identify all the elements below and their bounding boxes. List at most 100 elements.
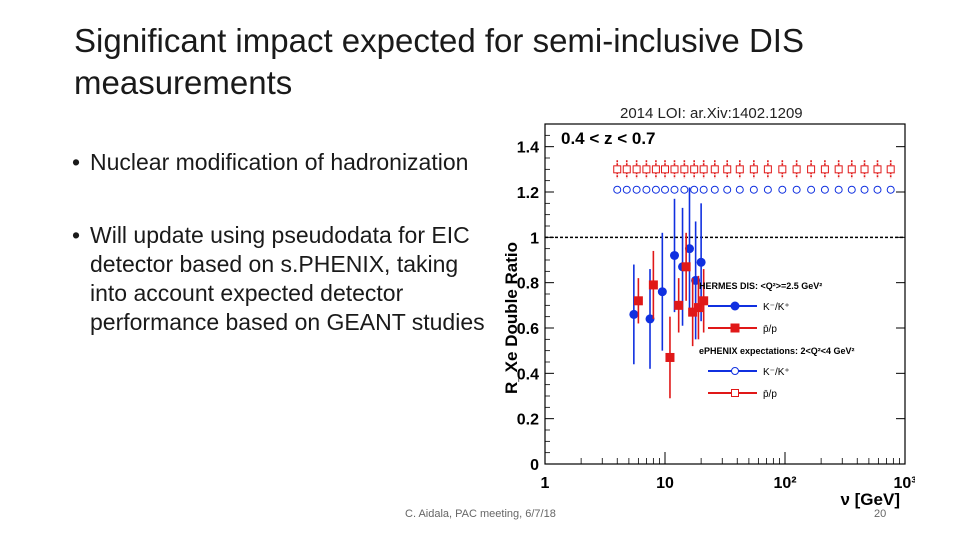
data-point bbox=[670, 185, 679, 194]
y-tick-label: 0.4 bbox=[517, 366, 539, 383]
y-tick-label: 1.2 bbox=[517, 185, 539, 202]
data-point bbox=[792, 165, 801, 174]
data-point bbox=[674, 300, 684, 310]
data-point bbox=[613, 165, 622, 174]
data-point bbox=[696, 257, 706, 267]
data-point bbox=[651, 185, 660, 194]
data-point bbox=[807, 165, 816, 174]
data-point bbox=[710, 165, 719, 174]
series-group bbox=[613, 160, 895, 179]
data-point bbox=[699, 185, 708, 194]
data-point bbox=[820, 185, 829, 194]
data-point bbox=[629, 309, 639, 319]
data-point bbox=[778, 165, 787, 174]
data-point bbox=[670, 250, 680, 260]
data-point bbox=[778, 185, 787, 194]
data-point bbox=[763, 165, 772, 174]
data-point bbox=[622, 165, 631, 174]
data-point bbox=[723, 165, 732, 174]
data-point bbox=[665, 352, 675, 362]
data-point bbox=[648, 280, 658, 290]
bullet-text: Will update using pseudodata for EIC det… bbox=[90, 222, 485, 335]
chart-legend: HERMES DIS: <Q²>=2.5 GeV² K⁻/K⁺ p̄/p ePH… bbox=[699, 281, 855, 400]
x-axis-label: ν [GeV] bbox=[840, 490, 900, 509]
data-point bbox=[670, 165, 679, 174]
data-point bbox=[613, 185, 622, 194]
legend-label: p̄/p bbox=[763, 324, 777, 335]
data-point bbox=[710, 185, 719, 194]
bullet-text: Nuclear modification of hadronization bbox=[90, 149, 469, 175]
data-point bbox=[690, 185, 699, 194]
data-point bbox=[651, 165, 660, 174]
data-point bbox=[847, 165, 856, 174]
y-tick-label: 0.2 bbox=[517, 412, 539, 429]
legend-kaon-proj-marker bbox=[731, 367, 739, 375]
plot-axes: 0 0.2 0.4 0.6 0.8 1 1.2 1.4 1 10 10² 10³ bbox=[517, 123, 915, 492]
data-point bbox=[633, 296, 643, 306]
data-point bbox=[860, 185, 869, 194]
series-group bbox=[629, 187, 706, 369]
x-tick-label: 10² bbox=[773, 475, 796, 492]
footer-text: C. Aidala, PAC meeting, 6/7/18 bbox=[405, 508, 556, 520]
legend-label: p̄/p bbox=[763, 389, 777, 400]
legend-label: K⁻/K⁺ bbox=[763, 367, 790, 378]
plot-frame bbox=[544, 123, 906, 465]
double-ratio-chart: 0 0.2 0.4 0.6 0.8 1 1.2 1.4 1 10 10² 10³ 0.4 < z < … bbox=[502, 123, 915, 509]
legend-header-hermes: HERMES DIS: <Q²>=2.5 GeV² bbox=[699, 281, 822, 291]
data-point bbox=[690, 165, 699, 174]
data-point bbox=[723, 185, 732, 194]
data-point bbox=[645, 314, 655, 324]
data-point bbox=[834, 185, 843, 194]
data-point bbox=[693, 303, 703, 313]
data-point bbox=[749, 185, 758, 194]
data-point bbox=[632, 165, 641, 174]
data-point bbox=[661, 185, 669, 194]
data-point bbox=[681, 262, 691, 272]
data-point bbox=[820, 165, 829, 174]
series-group bbox=[613, 185, 895, 194]
data-point bbox=[873, 165, 882, 174]
data-point bbox=[763, 185, 772, 194]
data-point bbox=[749, 165, 758, 174]
data-point bbox=[642, 185, 651, 194]
legend-proton-proj-marker bbox=[731, 389, 739, 397]
data-point bbox=[735, 185, 744, 194]
bullet-dot-icon: • bbox=[72, 222, 81, 248]
data-point bbox=[886, 165, 895, 174]
data-point bbox=[680, 165, 689, 174]
legend-label: K⁻/K⁺ bbox=[763, 302, 790, 313]
bullet-list: • Nuclear modification of hadronization … bbox=[72, 148, 492, 337]
bullet-dot-icon: • bbox=[72, 149, 81, 175]
y-tick-label: 0 bbox=[530, 457, 539, 474]
data-point bbox=[860, 165, 869, 174]
data-point bbox=[886, 185, 895, 194]
bullet-item: • Nuclear modification of hadronization bbox=[72, 148, 492, 177]
data-point bbox=[807, 185, 816, 194]
legend-proton-marker bbox=[730, 323, 740, 333]
data-point bbox=[657, 287, 667, 297]
data-point bbox=[792, 185, 801, 194]
data-point bbox=[873, 185, 882, 194]
data-point bbox=[642, 165, 651, 174]
slide-title: Significant impact expected for semi-inc… bbox=[74, 22, 804, 101]
data-point bbox=[688, 307, 698, 317]
data-point bbox=[632, 185, 641, 194]
data-marks bbox=[613, 160, 895, 399]
x-tick-label: 10 bbox=[656, 475, 674, 492]
y-tick-label: 1.4 bbox=[517, 140, 539, 157]
data-point bbox=[699, 296, 709, 306]
y-tick-label: 0.6 bbox=[517, 321, 539, 338]
y-tick-label: 1 bbox=[530, 230, 539, 247]
bullet-item: • Will update using pseudodata for EIC d… bbox=[72, 221, 492, 337]
y-tick-label: 0.8 bbox=[517, 276, 539, 293]
data-point bbox=[847, 185, 856, 194]
data-point bbox=[684, 244, 694, 254]
data-point bbox=[622, 185, 631, 194]
y-axis-label: R_Xe Double Ratio bbox=[502, 242, 521, 394]
legend-kaon-marker bbox=[730, 301, 740, 311]
data-point bbox=[735, 165, 744, 174]
page-number: 20 bbox=[874, 508, 887, 520]
data-point bbox=[661, 165, 669, 174]
data-point bbox=[699, 165, 708, 174]
data-point bbox=[680, 185, 689, 194]
